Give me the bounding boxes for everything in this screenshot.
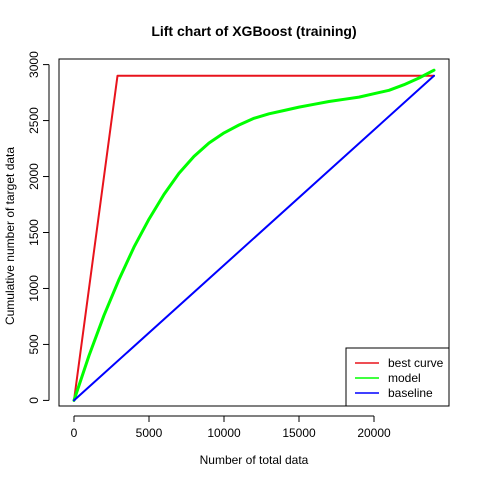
y-tick-label: 0: [27, 397, 41, 404]
x-tick-label: 20000: [357, 426, 391, 440]
y-tick-label: 2500: [27, 107, 41, 134]
y-axis-label: Cumulative number of target data: [3, 147, 17, 325]
series-line-model: [72, 68, 436, 402]
legend-entry: baseline: [388, 386, 433, 400]
legend-box: [345, 347, 450, 407]
plot-frame: [58, 58, 450, 407]
x-tick-label: 10000: [207, 426, 241, 440]
y-tick-label: 2000: [27, 163, 41, 190]
y-tick-label: 500: [27, 334, 41, 354]
y-tick-label: 3000: [27, 51, 41, 78]
y-tick-label: 1500: [27, 219, 41, 246]
x-axis-label: Number of total data: [200, 453, 309, 467]
x-tick-label: 5000: [136, 426, 163, 440]
y-axis: 0 500 1000 1500 2000 2500 3000: [27, 51, 50, 404]
series-line-best-curve: [73, 74, 435, 402]
chart-title: Lift chart of XGBoost (training): [151, 23, 356, 39]
y-tick-label: 1000: [27, 275, 41, 302]
series-line-baseline: [73, 74, 435, 402]
x-tick-label: 15000: [282, 426, 316, 440]
series-layer: [72, 68, 436, 402]
legend-entry: best curve: [388, 356, 444, 370]
x-axis: 0 5000 10000 15000 20000: [71, 415, 391, 440]
legend-entry: model: [388, 371, 421, 385]
x-tick-label: 0: [71, 426, 78, 440]
